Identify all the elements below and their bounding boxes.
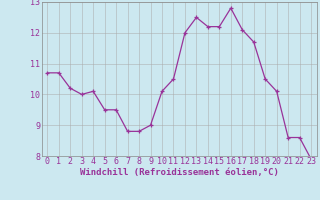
X-axis label: Windchill (Refroidissement éolien,°C): Windchill (Refroidissement éolien,°C) — [80, 168, 279, 177]
